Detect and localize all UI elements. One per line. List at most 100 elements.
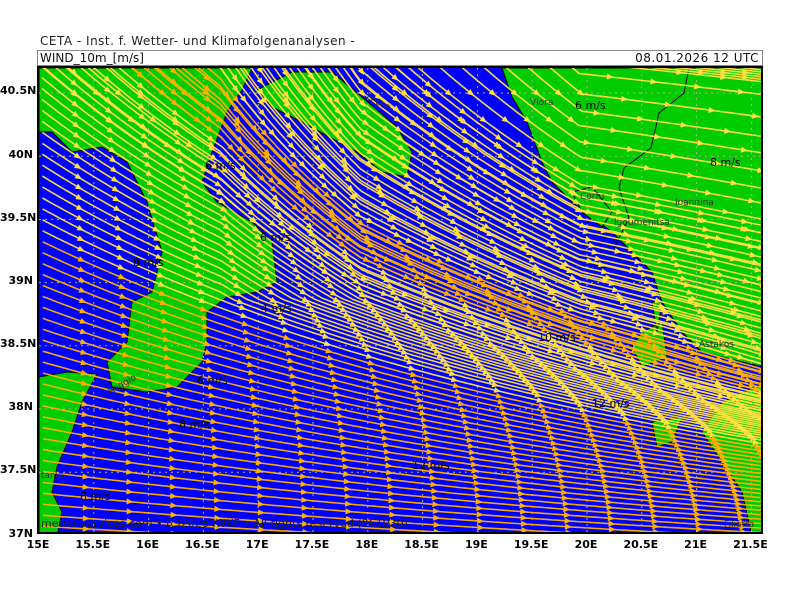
streamline-arrow <box>495 348 504 355</box>
streamline-arrow <box>167 428 176 434</box>
lon-tick: 19.5E <box>513 538 549 551</box>
streamline-arrow <box>291 204 299 211</box>
streamline-arrow <box>343 311 351 318</box>
streamline-arrow <box>722 208 730 215</box>
streamline-arrow <box>256 467 264 474</box>
lat-tick: 40N <box>8 148 33 161</box>
streamline-arrow <box>78 287 87 293</box>
streamline-arrow <box>600 268 609 275</box>
streamline-arrow <box>752 439 760 446</box>
streamline-arrow <box>534 267 542 273</box>
streamline-arrow <box>292 395 301 402</box>
streamline <box>105 68 761 399</box>
streamline-arrow <box>436 257 445 264</box>
streamline-arrow <box>737 509 745 516</box>
streamline-arrow <box>362 256 371 262</box>
streamline-arrow <box>634 313 642 320</box>
streamline-arrow <box>122 361 131 368</box>
streamline-arrow <box>286 132 294 140</box>
streamline-arrow <box>261 139 269 147</box>
streamline-arrow <box>466 165 474 172</box>
streamline-arrow <box>370 373 379 380</box>
wind-map: 6 m/s 8 m/s 6 m/s 6 m/s 8 m/s 4 m/s 6 m/… <box>37 66 763 534</box>
wind-label: 8 m/s <box>179 418 210 431</box>
streamline-arrow <box>681 459 689 466</box>
streamline-arrow <box>736 505 744 512</box>
streamline-arrow <box>517 291 526 298</box>
streamline-arrow <box>81 390 89 397</box>
streamline-arrow <box>321 267 329 275</box>
streamline-arrow <box>532 89 541 96</box>
streamline-arrow <box>713 264 722 271</box>
streamline-arrow <box>106 126 114 134</box>
streamline-arrow <box>282 90 290 99</box>
streamline-arrow <box>120 312 128 319</box>
streamline-arrow <box>200 314 209 321</box>
streamline-arrow <box>634 444 642 451</box>
streamline-arrow <box>332 383 340 390</box>
streamline-arrow <box>680 275 688 282</box>
streamline-arrow <box>255 451 263 458</box>
streamline-arrow <box>346 184 354 192</box>
streamline-arrow <box>430 481 438 488</box>
streamline-arrow <box>519 502 527 509</box>
streamline-arrow <box>335 233 343 240</box>
streamline-arrow <box>674 382 683 389</box>
streamline-arrow <box>214 523 222 530</box>
streamline-arrow <box>283 334 291 341</box>
streamline-arrow <box>610 333 618 340</box>
streamline-arrow <box>247 209 255 216</box>
streamline-arrow <box>198 297 207 303</box>
streamline-arrow <box>325 347 333 354</box>
streamline-arrow <box>568 348 576 354</box>
streamline-arrow <box>386 282 395 289</box>
streamline-arrow <box>403 354 412 360</box>
streamline-arrow <box>670 432 678 439</box>
lat-tick: 38N <box>8 400 33 413</box>
streamline-arrow <box>294 183 303 191</box>
city-label: Catania <box>39 471 64 481</box>
streamline-arrow <box>77 266 86 272</box>
streamline-arrow <box>74 183 83 190</box>
streamline-arrow <box>202 89 211 96</box>
streamline-arrow <box>208 392 216 399</box>
streamline-arrow <box>559 141 567 148</box>
streamline-arrow <box>282 80 289 88</box>
streamline-arrow <box>622 415 631 422</box>
streamline-arrow <box>464 290 473 296</box>
streamline-arrow <box>424 80 432 88</box>
streamline <box>505 68 761 154</box>
streamline-arrow <box>257 88 264 96</box>
streamline-arrow <box>474 199 483 206</box>
streamline-arrow <box>122 351 130 358</box>
streamline-arrow <box>103 75 111 83</box>
streamline-arrow <box>163 345 171 352</box>
streamline-arrow <box>169 68 178 75</box>
streamline-arrow <box>631 371 640 378</box>
streamline-arrow <box>340 156 348 164</box>
streamline-arrow <box>436 177 445 184</box>
city-label: Filiatra <box>724 520 755 530</box>
streamline-arrow <box>423 334 431 341</box>
streamline-arrow <box>558 212 567 219</box>
streamline-arrow <box>424 435 432 442</box>
streamline-arrow <box>383 255 392 262</box>
streamline-arrow <box>733 491 741 498</box>
streamline-arrow <box>695 382 703 389</box>
streamline-arrow <box>429 141 437 148</box>
lon-tick: 17.5E <box>294 538 330 551</box>
streamline-arrow <box>634 258 642 265</box>
streamline-arrow <box>110 175 119 183</box>
streamline <box>382 68 761 243</box>
streamline-arrow <box>258 174 266 182</box>
streamline-arrow <box>433 521 441 528</box>
streamline-arrow <box>306 228 315 235</box>
streamline-arrow <box>510 279 518 285</box>
streamline-arrow <box>391 155 399 162</box>
streamline-arrow <box>384 455 392 462</box>
streamline-arrow <box>307 83 314 91</box>
streamline-arrow <box>420 416 429 423</box>
streamline-arrow <box>355 130 362 138</box>
streamline-arrow <box>184 201 193 208</box>
streamline-arrow <box>146 179 155 186</box>
